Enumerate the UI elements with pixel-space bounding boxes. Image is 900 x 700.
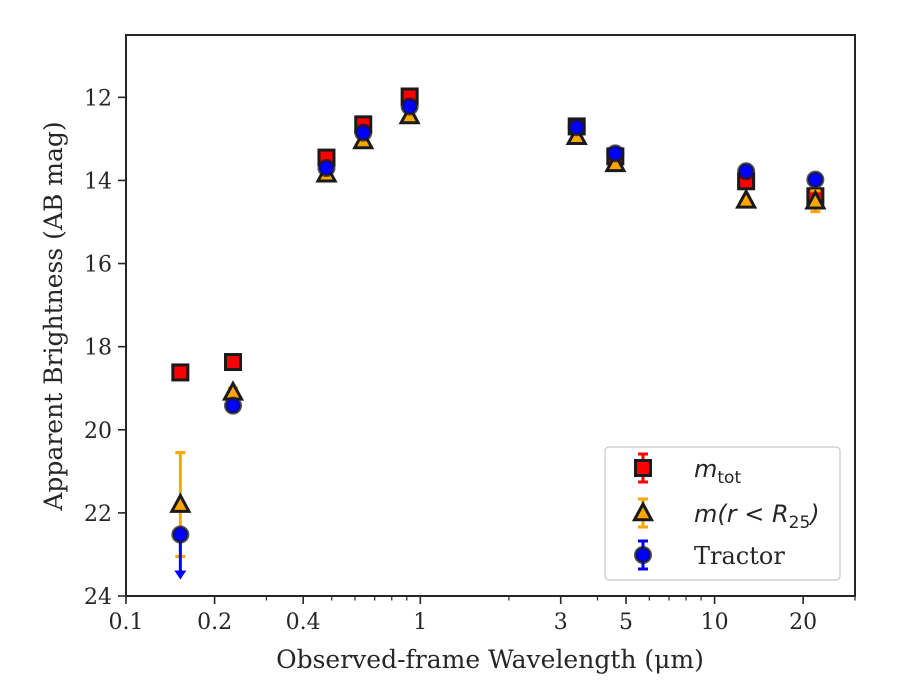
data-marks <box>169 87 827 580</box>
legend-entry-m-r25: m(r < R25) <box>631 497 820 533</box>
point-m-r25 <box>604 151 627 173</box>
legend-marker-m-r25 <box>631 500 655 522</box>
y-tick-label: 20 <box>84 419 112 444</box>
x-tick-label: 5 <box>619 610 633 635</box>
point-tractor <box>171 525 190 544</box>
x-tick-label: 20 <box>789 610 817 635</box>
x-tick-label: 1 <box>413 610 427 635</box>
x-tick-label: 10 <box>701 610 729 635</box>
point-tractor <box>806 170 825 189</box>
x-tick-label: 0.1 <box>109 610 144 635</box>
legend-label-tractor: Tractor <box>694 542 785 570</box>
y-tick-label: 18 <box>84 336 112 361</box>
point-tractor <box>737 162 756 181</box>
point-m-r25 <box>735 188 758 209</box>
upper-limit-arrow <box>174 570 187 580</box>
legend-entry-tractor: Tractor <box>634 539 785 571</box>
point-tractor <box>224 396 243 415</box>
y-tick-label: 12 <box>84 86 112 111</box>
legend-entry-mtot: mtot <box>634 452 741 488</box>
y-tick-label: 16 <box>84 253 112 278</box>
point-tractor <box>317 158 336 177</box>
point-mtot <box>224 353 243 372</box>
point-tractor <box>354 123 373 142</box>
point-mtot <box>171 363 190 382</box>
y-tick-label: 24 <box>84 585 112 610</box>
point-m-r25 <box>804 189 827 210</box>
legend-marker-mtot <box>634 459 652 477</box>
legend-marker-tractor <box>634 546 652 564</box>
point-tractor <box>567 118 586 137</box>
y-axis-label: Apparent Brightness (AB mag) <box>39 121 68 511</box>
legend-box <box>604 446 841 581</box>
y-tick-label: 14 <box>84 169 112 194</box>
point-tractor <box>606 144 625 163</box>
legend: mtot m(r < R25) Tractor <box>604 446 841 581</box>
x-axis-label: Observed-frame Wavelength (μm) <box>276 645 704 674</box>
x-axis-ticks: 0.1 0.2 0.4 1 3 5 10 20 <box>109 596 856 635</box>
point-m-r25 <box>169 492 192 513</box>
x-tick-label: 3 <box>554 610 568 635</box>
point-tractor <box>400 97 419 116</box>
series-tractor <box>171 97 825 580</box>
x-tick-label: 0.4 <box>286 610 321 635</box>
y-axis-ticks: 12 14 16 18 20 22 24 <box>84 86 126 610</box>
legend-label-m-r25: m(r < R25) <box>694 500 820 533</box>
x-tick-label: 0.2 <box>197 610 232 635</box>
legend-label-mtot: mtot <box>694 455 741 488</box>
y-tick-label: 22 <box>84 502 112 527</box>
